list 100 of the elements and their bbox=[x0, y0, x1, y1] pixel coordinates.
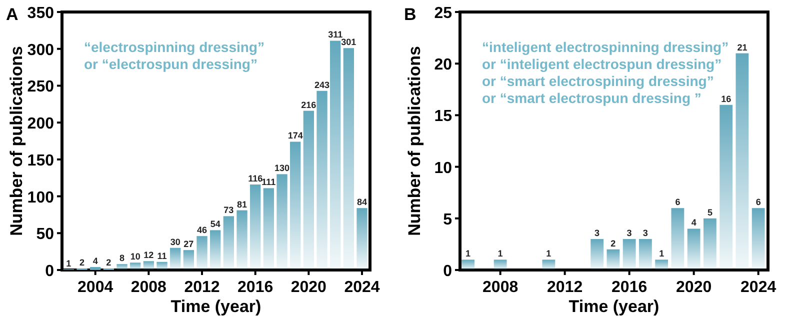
data-label: 73 bbox=[224, 205, 234, 216]
x-tick-label: 2020 bbox=[676, 279, 712, 296]
annotation: or “smart electrospun dressing ” bbox=[482, 90, 702, 106]
data-label: 54 bbox=[210, 219, 220, 230]
data-label: 1 bbox=[546, 248, 552, 259]
x-tick-label: 2016 bbox=[612, 279, 648, 296]
data-label: 1 bbox=[498, 248, 503, 259]
annotation: “electrospinning dressing” bbox=[84, 39, 264, 55]
y-tick-label: 250 bbox=[27, 78, 54, 96]
x-tick-label: 2012 bbox=[184, 279, 220, 296]
y-tick-label: 20 bbox=[434, 56, 452, 74]
data-label: 84 bbox=[356, 197, 368, 208]
bar bbox=[343, 48, 354, 270]
bar bbox=[542, 260, 556, 270]
x-tick-label: 2004 bbox=[78, 279, 114, 296]
chart-title: A bbox=[6, 5, 18, 24]
bar bbox=[156, 262, 168, 270]
bar bbox=[494, 260, 507, 270]
y-tick-label: 350 bbox=[27, 5, 54, 22]
bar bbox=[143, 261, 154, 270]
bar bbox=[590, 239, 604, 270]
bar bbox=[720, 104, 733, 270]
data-label: 11 bbox=[157, 250, 167, 261]
data-label: 3 bbox=[594, 228, 600, 238]
x-tick-label: 2016 bbox=[238, 279, 274, 296]
y-tick-label: 150 bbox=[27, 152, 54, 170]
data-label: 130 bbox=[274, 163, 290, 174]
data-label: 10 bbox=[130, 252, 140, 262]
data-label: 81 bbox=[236, 199, 248, 210]
bar bbox=[90, 267, 101, 270]
y-axis-title: Number of publications bbox=[405, 46, 424, 236]
bar bbox=[752, 208, 765, 270]
bar bbox=[223, 216, 234, 270]
data-label: 1 bbox=[66, 258, 72, 268]
bar bbox=[687, 228, 700, 270]
x-tick-label: 2020 bbox=[290, 279, 327, 296]
data-label: 30 bbox=[170, 236, 180, 247]
y-tick-label: 0 bbox=[443, 263, 452, 280]
x-axis-title: Time (year) bbox=[170, 297, 262, 316]
bar bbox=[736, 53, 749, 270]
data-label: 1 bbox=[659, 248, 664, 259]
chart-title: B bbox=[404, 5, 416, 24]
bar bbox=[638, 239, 652, 270]
data-label: 3 bbox=[626, 228, 632, 238]
data-label: 2 bbox=[610, 238, 616, 248]
data-label: 27 bbox=[184, 239, 194, 250]
y-tick-label: 0 bbox=[45, 263, 54, 280]
data-label: 2 bbox=[106, 258, 112, 268]
x-tick-label: 2024 bbox=[740, 279, 776, 296]
data-label: 311 bbox=[328, 30, 343, 40]
data-label: 8 bbox=[119, 253, 125, 264]
data-label: 6 bbox=[756, 197, 761, 208]
bar bbox=[356, 208, 368, 270]
data-label: 1 bbox=[466, 248, 471, 259]
bar bbox=[250, 184, 261, 270]
data-label: 16 bbox=[721, 94, 732, 104]
bar bbox=[462, 260, 475, 270]
bar bbox=[196, 236, 208, 270]
data-label: 2 bbox=[79, 258, 85, 268]
data-label: 5 bbox=[707, 207, 712, 218]
data-label: 301 bbox=[341, 37, 356, 48]
y-tick-label: 50 bbox=[36, 226, 54, 244]
x-tick-label: 2008 bbox=[482, 279, 518, 296]
bar bbox=[170, 248, 181, 270]
y-tick-label: 300 bbox=[27, 42, 54, 59]
x-tick-label: 2012 bbox=[547, 279, 583, 296]
y-tick-label: 15 bbox=[434, 108, 452, 126]
data-label: 216 bbox=[301, 100, 316, 110]
data-label: 6 bbox=[675, 197, 680, 208]
x-tick-label: 2008 bbox=[130, 279, 167, 296]
bar bbox=[330, 40, 341, 270]
bar bbox=[622, 239, 636, 270]
bar bbox=[290, 142, 301, 270]
data-label: 4 bbox=[92, 256, 98, 266]
data-label: 116 bbox=[248, 173, 263, 184]
y-axis-title: Number of publications bbox=[7, 46, 26, 236]
annotation: “inteligent electrospinning dressing” bbox=[482, 39, 729, 55]
data-label: 4 bbox=[691, 218, 696, 228]
bar bbox=[210, 230, 221, 270]
data-label: 174 bbox=[288, 130, 303, 141]
x-tick-label: 2024 bbox=[344, 279, 380, 296]
y-tick-label: 10 bbox=[434, 160, 452, 177]
bar bbox=[276, 174, 288, 270]
data-label: 21 bbox=[737, 42, 748, 52]
bar bbox=[263, 188, 274, 270]
y-tick-label: 100 bbox=[27, 189, 54, 206]
x-axis-title: Time (year) bbox=[568, 297, 660, 316]
annotation: or “smart electrospining dressing” bbox=[482, 73, 714, 89]
bar bbox=[116, 264, 128, 270]
data-label: 111 bbox=[262, 177, 276, 188]
bar bbox=[130, 262, 141, 270]
bar bbox=[236, 210, 248, 270]
annotation: or “inteligent electrospun dressing” bbox=[482, 56, 722, 72]
y-tick-label: 200 bbox=[27, 116, 54, 133]
annotation: or “electrospun dressing” bbox=[84, 56, 258, 72]
data-label: 46 bbox=[196, 225, 208, 236]
data-label: 12 bbox=[144, 250, 154, 260]
bar bbox=[671, 208, 684, 270]
data-label: 3 bbox=[642, 228, 648, 238]
bar bbox=[606, 249, 620, 270]
